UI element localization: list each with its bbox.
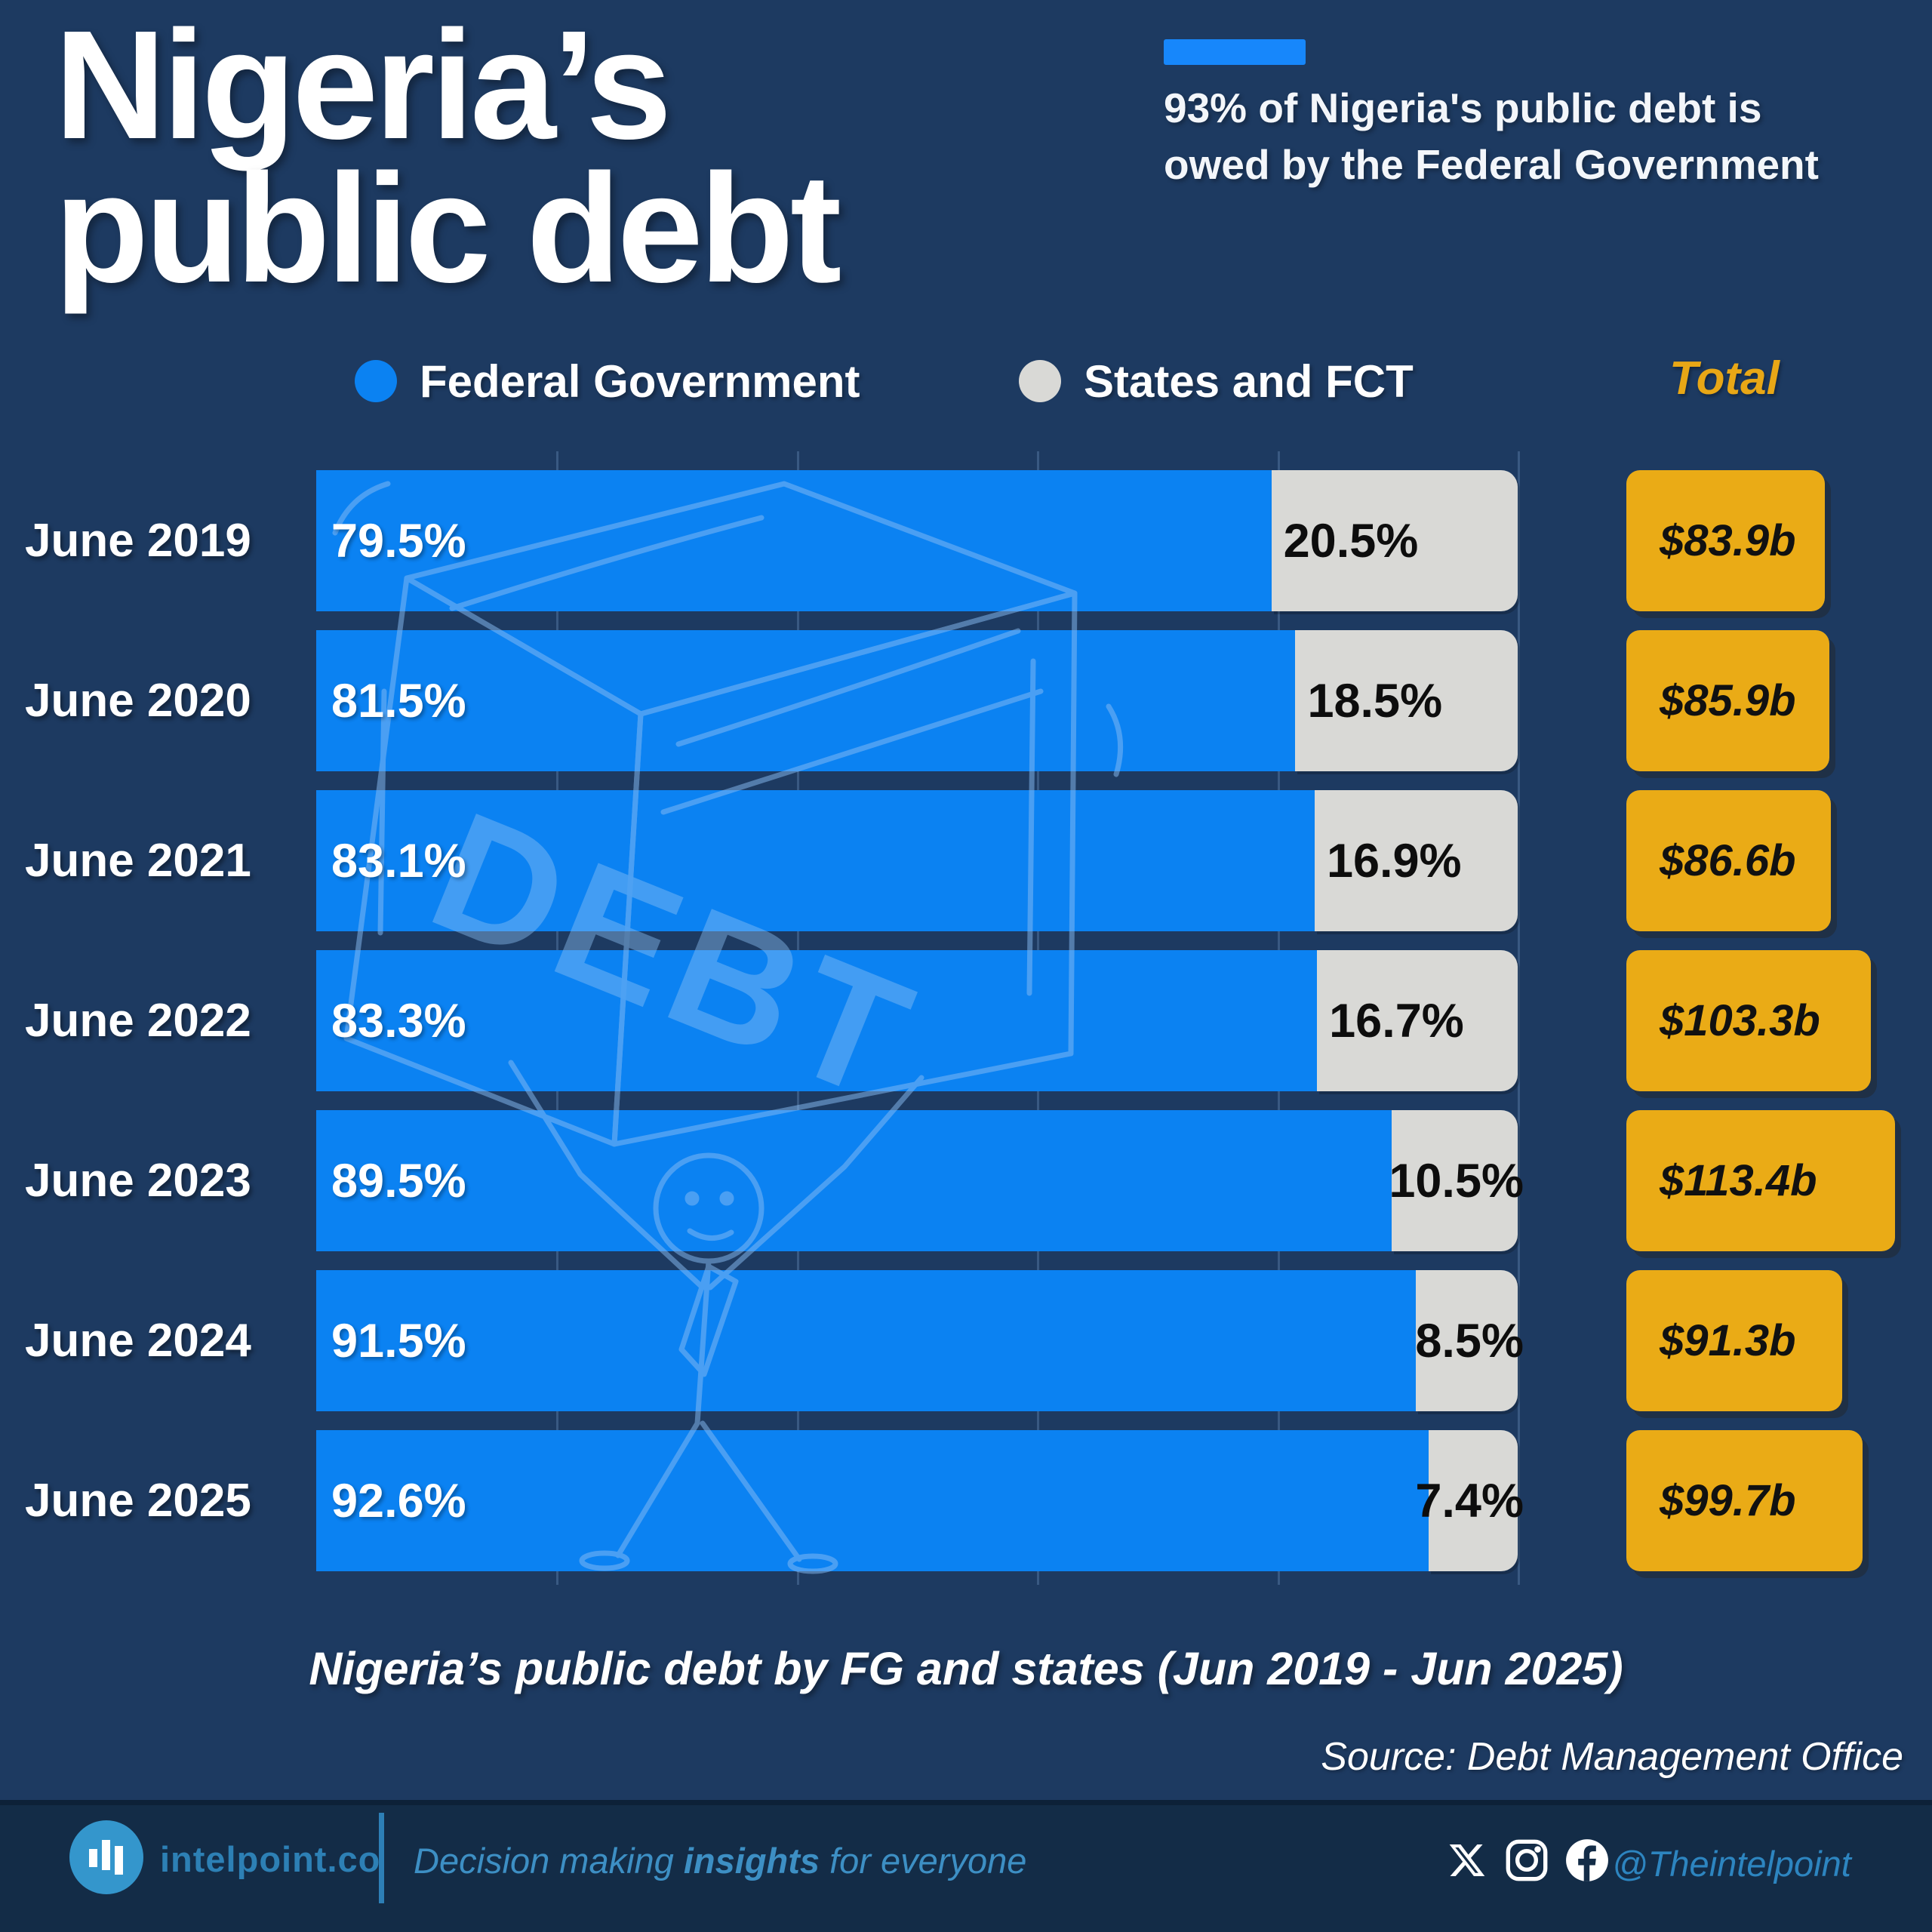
chart-row-june-2021: June 2021 83.1% 16.9% $86.6b bbox=[0, 790, 1932, 931]
legend-dot-blue bbox=[355, 360, 397, 402]
federal-government-percent-label: 81.5% bbox=[331, 674, 466, 728]
federal-government-percent-label: 83.1% bbox=[331, 834, 466, 888]
states-fct-segment bbox=[1317, 950, 1518, 1091]
states-fct-percent-label: 18.5% bbox=[1307, 674, 1443, 728]
states-fct-segment bbox=[1314, 790, 1518, 931]
stacked-bar: 83.1% 16.9% bbox=[316, 790, 1518, 931]
states-fct-segment bbox=[1271, 470, 1518, 611]
states-fct-percent-label: 16.7% bbox=[1329, 994, 1464, 1048]
federal-government-segment bbox=[316, 1270, 1416, 1411]
total-value: $91.3b bbox=[1660, 1316, 1796, 1365]
legend-dot-gray bbox=[1019, 360, 1061, 402]
states-fct-segment bbox=[1415, 1270, 1518, 1411]
tagline-bold: insights bbox=[683, 1841, 820, 1881]
chart-row-june-2024: June 2024 91.5% 8.5% $91.3b bbox=[0, 1270, 1932, 1411]
source-credit: Source: Debt Management Office bbox=[1321, 1735, 1903, 1779]
states-fct-percent-label: 20.5% bbox=[1283, 514, 1419, 568]
title-line-1: Nigeria’s bbox=[54, 0, 672, 171]
chart-row-june-2022: June 2022 83.3% 16.7% $103.3b bbox=[0, 950, 1932, 1091]
row-label: June 2025 bbox=[25, 1475, 251, 1527]
federal-government-segment bbox=[316, 1430, 1429, 1571]
bar-chart-logo-icon bbox=[89, 1840, 123, 1875]
instagram-icon[interactable] bbox=[1505, 1838, 1549, 1882]
total-badge: $85.9b bbox=[1626, 630, 1829, 771]
social-handle[interactable]: @Theintelpoint bbox=[1612, 1844, 1851, 1884]
total-value: $85.9b bbox=[1660, 676, 1796, 725]
page-title: Nigeria’s public debt bbox=[54, 0, 841, 315]
gridline-100 bbox=[1518, 451, 1520, 1585]
federal-government-percent-label: 89.5% bbox=[331, 1154, 466, 1208]
highlight-text: 93% of Nigeria's public debt is owed by … bbox=[1164, 85, 1819, 188]
stacked-bar: 81.5% 18.5% bbox=[316, 630, 1518, 771]
footer-divider bbox=[379, 1813, 384, 1903]
federal-government-percent-label: 92.6% bbox=[331, 1474, 466, 1527]
stacked-bar: 89.5% 10.5% bbox=[316, 1110, 1524, 1251]
states-fct-percent-label: 16.9% bbox=[1326, 834, 1462, 888]
facebook-icon[interactable] bbox=[1565, 1838, 1609, 1882]
total-value: $83.9b bbox=[1660, 516, 1796, 565]
legend-label-federal-government: Federal Government bbox=[420, 355, 860, 407]
intelpoint-logo bbox=[69, 1820, 143, 1894]
federal-government-percent-label: 91.5% bbox=[331, 1314, 466, 1367]
x-twitter-icon[interactable] bbox=[1446, 1839, 1488, 1881]
social-icons bbox=[1446, 1838, 1609, 1882]
row-label: June 2020 bbox=[25, 675, 251, 727]
footer-tagline: Decision making insights for everyone bbox=[414, 1840, 1026, 1881]
total-value: $86.6b bbox=[1660, 836, 1796, 885]
row-label: June 2024 bbox=[25, 1315, 251, 1367]
legend-item-federal-government: Federal Government bbox=[355, 355, 860, 407]
total-column-header: Total bbox=[1669, 352, 1780, 405]
federal-government-segment bbox=[316, 1110, 1392, 1251]
chart-row-june-2023: June 2023 89.5% 10.5% $113.4b bbox=[0, 1110, 1932, 1251]
chart-row-june-2019: June 2019 79.5% 20.5% $83.9b bbox=[0, 470, 1932, 611]
brand-name: intelpoint.co bbox=[160, 1839, 381, 1879]
total-value: $113.4b bbox=[1660, 1156, 1817, 1205]
total-badge: $91.3b bbox=[1626, 1270, 1842, 1411]
total-badge: $103.3b bbox=[1626, 950, 1871, 1091]
total-value: $103.3b bbox=[1660, 996, 1820, 1045]
total-value: $99.7b bbox=[1660, 1476, 1796, 1525]
total-badge: $99.7b bbox=[1626, 1430, 1863, 1571]
states-fct-percent-label: 7.4% bbox=[1415, 1474, 1524, 1527]
chart-row-june-2020: June 2020 81.5% 18.5% $85.9b bbox=[0, 630, 1932, 771]
footer-bar: intelpoint.co Decision making insights f… bbox=[0, 1800, 1932, 1932]
row-label: June 2022 bbox=[25, 995, 251, 1047]
states-fct-percent-label: 8.5% bbox=[1415, 1314, 1524, 1367]
legend-label-states-fct: States and FCT bbox=[1084, 355, 1414, 407]
stacked-bar: 91.5% 8.5% bbox=[316, 1270, 1524, 1411]
stacked-bar: 92.6% 7.4% bbox=[316, 1430, 1524, 1571]
total-badge: $86.6b bbox=[1626, 790, 1831, 931]
federal-government-percent-label: 79.5% bbox=[331, 514, 466, 568]
legend-item-states-fct: States and FCT bbox=[1019, 355, 1414, 407]
chart-row-june-2025: June 2025 92.6% 7.4% $99.7b bbox=[0, 1430, 1932, 1571]
states-fct-percent-label: 10.5% bbox=[1389, 1154, 1524, 1208]
stacked-bar: 79.5% 20.5% bbox=[316, 470, 1518, 611]
title-line-2: public debt bbox=[54, 142, 841, 315]
states-fct-segment bbox=[1429, 1430, 1518, 1571]
tagline-suffix: for everyone bbox=[820, 1841, 1027, 1881]
tagline-prefix: Decision making bbox=[414, 1841, 684, 1881]
row-label: June 2019 bbox=[25, 515, 251, 567]
row-label: June 2021 bbox=[25, 835, 251, 887]
total-badge: $113.4b bbox=[1626, 1110, 1895, 1251]
total-badge: $83.9b bbox=[1626, 470, 1825, 611]
row-label: June 2023 bbox=[25, 1155, 251, 1207]
chart-caption: Nigeria’s public debt by FG and states (… bbox=[309, 1643, 1623, 1694]
federal-government-percent-label: 83.3% bbox=[331, 994, 466, 1048]
states-fct-segment bbox=[1391, 1110, 1518, 1251]
states-fct-segment bbox=[1295, 630, 1518, 771]
accent-bar bbox=[1164, 39, 1306, 65]
stacked-bar: 83.3% 16.7% bbox=[316, 950, 1518, 1091]
